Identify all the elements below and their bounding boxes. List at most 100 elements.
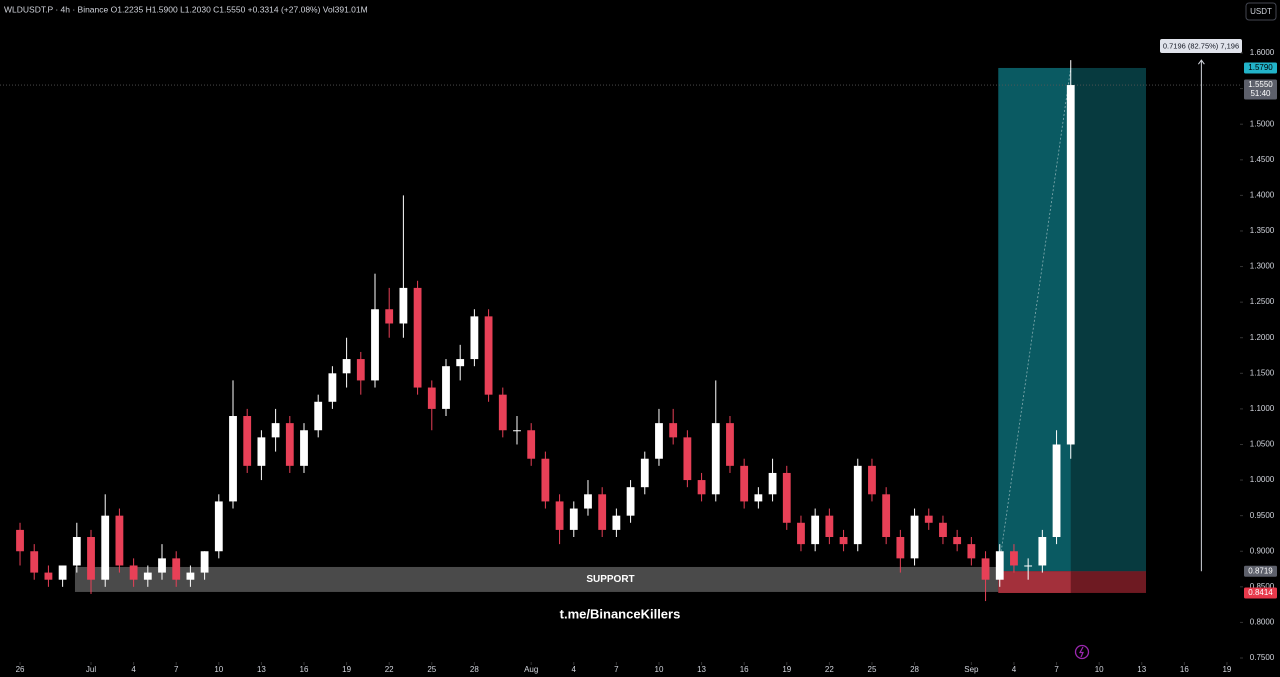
- x-tick-label: Aug: [524, 665, 538, 674]
- candle-body: [939, 522, 947, 538]
- x-tick-label: 28: [470, 665, 479, 674]
- x-tick-label: 7: [614, 665, 619, 674]
- x-tick-label: 22: [825, 665, 834, 674]
- candle-body: [569, 508, 578, 530]
- candle-body: [314, 401, 323, 431]
- x-tick-label: Jul: [86, 665, 96, 674]
- lightning-icon[interactable]: [1074, 644, 1090, 660]
- watermark: t.me/BinanceKillers: [560, 606, 681, 621]
- target-tag: 1.5790: [1248, 63, 1273, 72]
- x-tick-label: 26: [16, 665, 25, 674]
- y-tick-label: 1.0500: [1250, 440, 1275, 449]
- candle-body: [1024, 565, 1033, 567]
- candle-body: [371, 309, 379, 381]
- candles: [16, 60, 1075, 602]
- x-tick-label: 4: [131, 665, 136, 674]
- currency-button[interactable]: [1245, 2, 1277, 21]
- candle-body: [200, 551, 209, 573]
- candle-body: [484, 316, 493, 395]
- candle-body: [740, 465, 749, 502]
- candle-body: [910, 515, 919, 559]
- support-label: SUPPORT: [586, 574, 634, 585]
- candle-body: [612, 515, 621, 530]
- candle-body: [399, 287, 408, 324]
- candle-body: [541, 458, 550, 502]
- x-tick-label: 4: [572, 665, 577, 674]
- candle-body: [655, 423, 663, 459]
- candle-body: [1052, 444, 1061, 538]
- candle-body: [72, 537, 81, 566]
- candle-body: [143, 572, 152, 580]
- x-tick-label: 13: [697, 665, 706, 674]
- y-tick-label: 1.4500: [1250, 155, 1275, 164]
- x-tick-label: 10: [655, 665, 664, 674]
- candle-body: [882, 494, 891, 538]
- candle-body: [87, 537, 95, 580]
- candle-body: [825, 515, 834, 538]
- candle-body: [30, 551, 39, 573]
- y-tick-label: 1.3500: [1250, 226, 1275, 235]
- candle-body: [981, 558, 990, 580]
- candle-body: [527, 430, 536, 459]
- candle-body: [214, 501, 223, 552]
- x-tick-label: 13: [1137, 665, 1146, 674]
- candle-body: [811, 515, 820, 545]
- candle-body: [896, 537, 905, 559]
- x-tick-label: 16: [300, 665, 309, 674]
- candle-body: [711, 423, 720, 495]
- candle-body: [470, 316, 479, 360]
- x-tick-label: 16: [1180, 665, 1189, 674]
- candle-body: [58, 565, 67, 580]
- candle-body: [584, 494, 592, 509]
- currency-button-label[interactable]: USDT: [1250, 7, 1272, 16]
- candle-body: [442, 366, 450, 409]
- header: WLDUSDT.P · 4h · Binance O1.2235 H1.5900…: [4, 4, 368, 14]
- candle-body: [853, 465, 862, 545]
- candle-body: [229, 416, 237, 502]
- candle-body: [115, 515, 124, 566]
- candle-body: [1038, 537, 1047, 566]
- x-tick-label: 16: [740, 665, 749, 674]
- lightning-bolt: [1078, 646, 1084, 658]
- candle-body: [413, 287, 422, 388]
- candle-body: [683, 437, 692, 481]
- candle-body: [385, 309, 394, 324]
- candle-body: [498, 394, 507, 431]
- candle-body: [101, 515, 110, 580]
- position-path: [997, 67, 1072, 572]
- measure-label: 0.7196 (82.75%) 7,196: [1163, 41, 1239, 50]
- candle-body: [555, 501, 564, 530]
- candle-body: [285, 423, 294, 466]
- front-layer: 0.7500 0.8000 0.8500 0.9000 0.9500 1.0000 1.05…: [16, 39, 1277, 674]
- y-tick-label: 1.6000: [1250, 48, 1275, 57]
- stop-tag-bg: [1244, 587, 1277, 599]
- candle-body: [186, 572, 195, 580]
- y-tick-label: 0.8000: [1250, 618, 1275, 627]
- candle-body: [995, 551, 1004, 580]
- candle-body: [782, 472, 791, 523]
- support-zone: [74, 566, 1147, 592]
- candle-body: [342, 359, 351, 374]
- candle-body: [953, 537, 962, 545]
- candle-body: [44, 572, 53, 580]
- candle-body: [669, 423, 678, 438]
- candle-body: [598, 494, 607, 530]
- x-tick-label: 4: [1012, 665, 1017, 674]
- y-tick-label: 0.9500: [1250, 511, 1275, 520]
- candle-body: [271, 423, 280, 438]
- entry-tag: 0.8719: [1248, 566, 1273, 575]
- candle-body: [726, 423, 734, 466]
- stop-tag: 0.8414: [1248, 588, 1273, 597]
- candle-body: [1066, 85, 1075, 445]
- x-tick-label: 19: [342, 665, 351, 674]
- y-tick-label: 1.1000: [1250, 404, 1275, 413]
- last-price-tag-countdown: 51:40: [1250, 89, 1271, 98]
- candle-body: [924, 515, 933, 523]
- back-layer: [0, 67, 1240, 593]
- y-tick-label: 1.2000: [1250, 333, 1275, 342]
- candle-body: [129, 565, 138, 580]
- y-tick-label: 1.4000: [1250, 190, 1275, 199]
- candle-body: [356, 359, 365, 381]
- entry-tag-bg: [1244, 565, 1277, 577]
- candle-body: [243, 416, 252, 466]
